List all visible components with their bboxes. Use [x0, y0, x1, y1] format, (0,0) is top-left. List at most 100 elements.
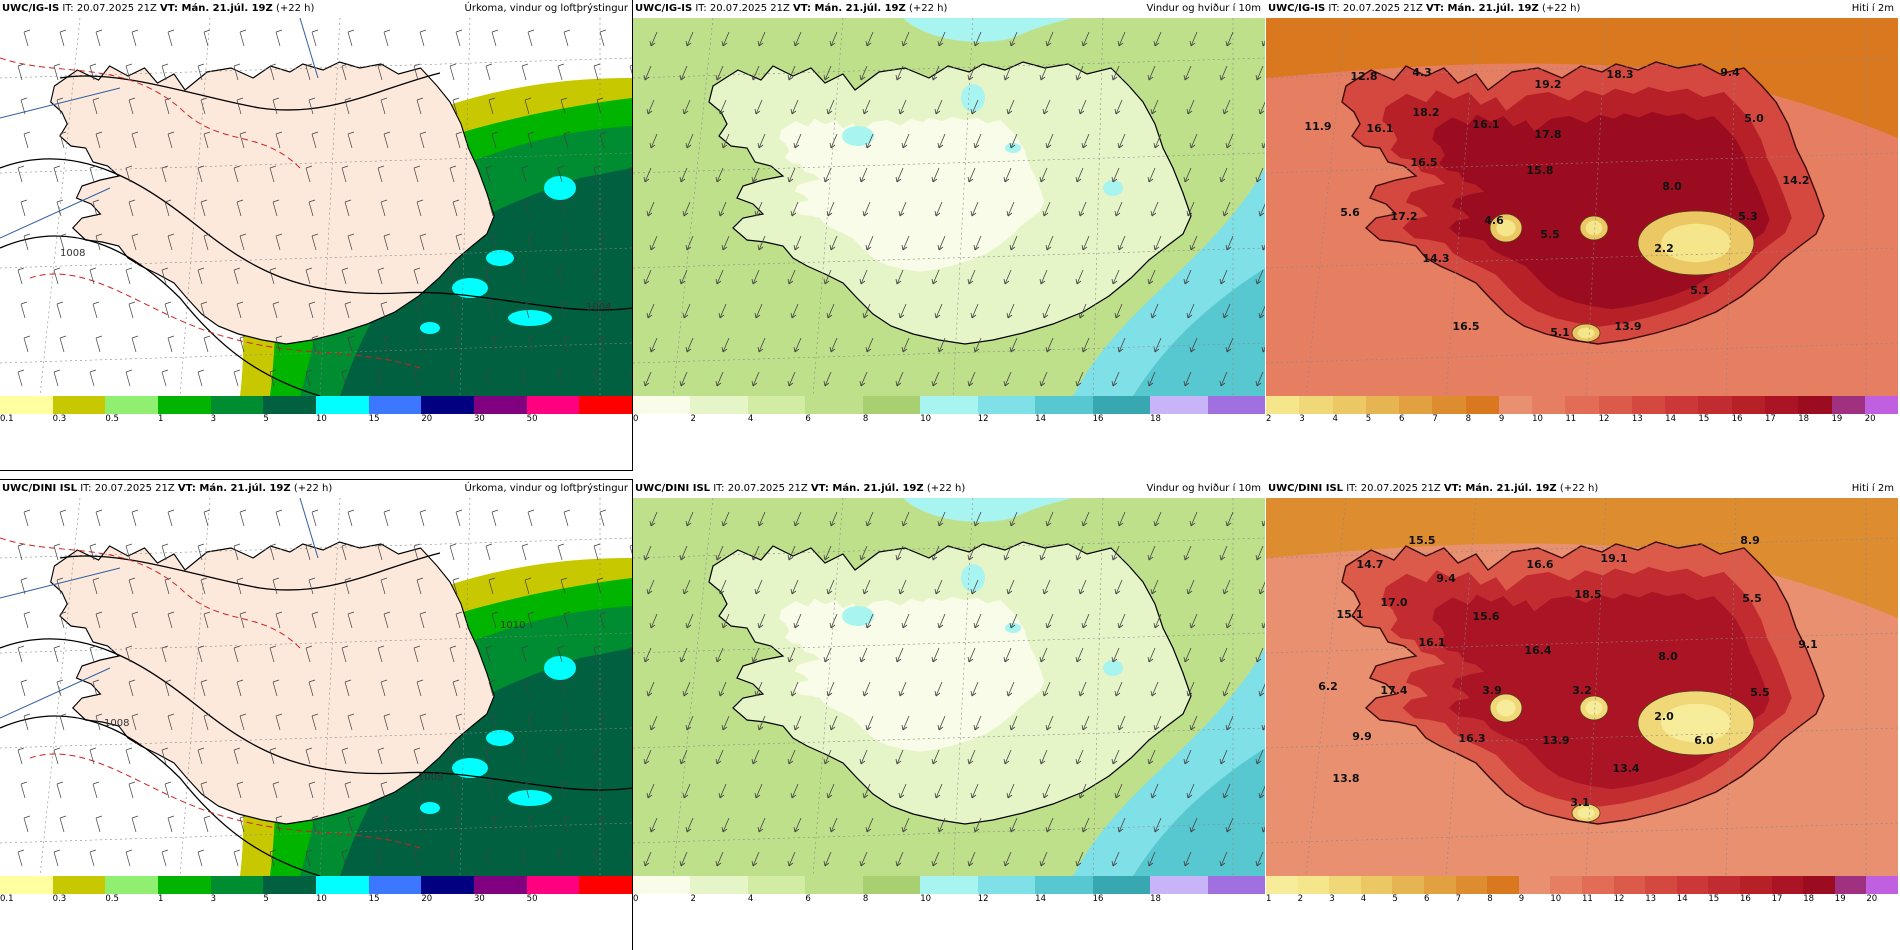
temperature-label: 8.0 [1662, 180, 1682, 193]
panel-header: UWC/IG-IS IT: 20.07.2025 21Z VT: Mán. 21… [1266, 0, 1898, 18]
scale-swatch [1399, 396, 1433, 414]
temperature-label: 8.9 [1740, 534, 1760, 547]
panel-header: UWC/DINI ISL IT: 20.07.2025 21Z VT: Mán.… [0, 480, 632, 498]
scale-swatch [1581, 876, 1614, 894]
isobar-label: 1008 [104, 718, 129, 729]
scale-tick-label: 2 [1297, 894, 1304, 904]
scale-swatch [1764, 396, 1799, 414]
scale-tick-label: 8 [862, 414, 869, 424]
scale-swatch [1498, 396, 1533, 414]
scale-swatch [1332, 396, 1366, 414]
scale-tick-label: 15 [368, 414, 380, 424]
map-svg: 1010 1008 1008 [0, 498, 632, 876]
temperature-label: 17.8 [1534, 128, 1561, 141]
scale-labels: 2 3 4 5 6 7 8 9 10 11 12 13 14 15 16 17 18 19 20 [1266, 414, 1898, 426]
scale-swatch [633, 876, 691, 894]
scale-tick-label: 20 [421, 414, 433, 424]
precip-map: 1008 1004 [0, 18, 632, 396]
scale-tick-label: 0 [633, 894, 639, 904]
temperature-label: 9.4 [1720, 66, 1740, 79]
temperature-label: 14.7 [1356, 558, 1383, 571]
scale-swatch [805, 396, 863, 414]
panel-title: Vindur og hviður í 10m [1146, 3, 1261, 14]
lead-time: (+22 h) [290, 483, 333, 494]
scale-swatch [1665, 396, 1699, 414]
scale-tick-label: 2 [690, 414, 696, 424]
scale-tick-label: 3 [1299, 414, 1305, 424]
scale-tick-label: 1 [1266, 894, 1272, 904]
lead-time: (+22 h) [1556, 483, 1599, 494]
temperature-label: 3.2 [1572, 684, 1592, 697]
scale-swatch [474, 396, 527, 414]
scale-tick-label: 19 [1831, 414, 1843, 424]
scale-tick-label: 8 [1487, 894, 1493, 904]
map-svg: 12.8 4.3 19.2 18.3 9.4 11.9 16.1 18.2 16.1 17.8 5.… [1266, 18, 1898, 396]
temperature-label: 16.1 [1418, 636, 1445, 649]
panel-igis-wind: UWC/IG-IS IT: 20.07.2025 21Z VT: Mán. 21… [633, 0, 1265, 470]
scale-tick-label: 8 [862, 894, 869, 904]
valid-time: VT: Mán. 21.júl. 19Z [810, 483, 924, 494]
scale-swatch [421, 876, 475, 894]
scale-tick-label: 0 [633, 414, 639, 424]
scale-swatch [747, 396, 806, 414]
temperature-label: 11.9 [1304, 120, 1331, 133]
scale-swatch [1676, 876, 1709, 894]
scale-swatch [1432, 396, 1466, 414]
scale-tick-label: 4 [747, 894, 754, 904]
scale-swatch [1598, 396, 1632, 414]
scale-tick-label: 6 [1399, 414, 1405, 424]
scale-swatch [579, 396, 633, 414]
scale-swatch [1207, 396, 1265, 414]
scale-swatch [474, 876, 527, 894]
temperature-label: 17.4 [1380, 684, 1407, 697]
scale-swatch [526, 396, 580, 414]
temperature-label: 14.2 [1782, 174, 1809, 187]
scale-tick-label: 3 [1329, 894, 1335, 904]
panel-header: UWC/DINI ISL IT: 20.07.2025 21Z VT: Mán.… [633, 480, 1265, 498]
temperature-label: 8.0 [1658, 650, 1678, 663]
scale-tick-label: 16 [1740, 894, 1751, 904]
panel-title: Vindur og hviður í 10m [1146, 483, 1261, 494]
temperature-label: 5.6 [1340, 206, 1360, 219]
scale-swatch [1518, 876, 1551, 894]
temperature-label: 5.5 [1750, 686, 1770, 699]
model-name: UWC/IG-IS [1268, 3, 1326, 14]
scale-swatch [1708, 876, 1740, 894]
temperature-label: 13.4 [1612, 762, 1639, 775]
scale-swatch [1771, 876, 1804, 894]
scale-swatch [977, 396, 1036, 414]
scale-swatch [977, 876, 1036, 894]
color-scale [0, 396, 633, 414]
scale-tick-label: 13 [1645, 894, 1657, 904]
valid-time: VT: Mán. 21.júl. 19Z [177, 483, 291, 494]
panel-igis-temp: UWC/IG-IS IT: 20.07.2025 21Z VT: Mán. 21… [1266, 0, 1899, 470]
scale-swatch [1150, 396, 1208, 414]
scale-tick-label: 8 [1465, 414, 1471, 424]
scale-swatch [368, 396, 422, 414]
scale-tick-label: 7 [1455, 894, 1462, 904]
scale-tick-label: 18 [1150, 894, 1161, 904]
scale-tick-label: 0.1 [0, 894, 14, 904]
scale-tick-label: 10 [920, 894, 932, 904]
scale-tick-label: 20 [1866, 894, 1878, 904]
lead-time: (+22 h) [1538, 3, 1581, 14]
scale-swatch [1297, 876, 1330, 894]
scale-swatch [1565, 396, 1599, 414]
panel-run-info: UWC/IG-IS IT: 20.07.2025 21Z VT: Mán. 21… [635, 0, 947, 18]
map-svg [633, 18, 1265, 396]
temperature-label: 4.6 [1484, 214, 1504, 227]
scale-tick-label: 1 [158, 414, 164, 424]
wind-map [633, 18, 1265, 396]
scale-tick-label: 4 [1332, 414, 1338, 424]
map-svg: 1008 1004 [0, 18, 632, 396]
temperature-label: 19.1 [1600, 552, 1627, 565]
scale-swatch [1455, 876, 1488, 894]
temperature-label: 16.6 [1526, 558, 1553, 571]
temperature-label: 15.1 [1336, 608, 1363, 621]
scale-swatch [1831, 396, 1865, 414]
map-svg [633, 498, 1265, 876]
scale-tick-label: 11 [1565, 414, 1577, 424]
scale-swatch [862, 876, 921, 894]
isobar-label: 1010 [500, 620, 525, 631]
scale-swatch [1698, 396, 1732, 414]
